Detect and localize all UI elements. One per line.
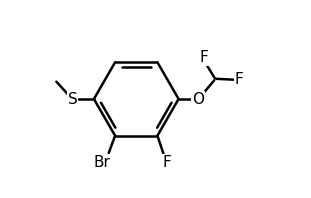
Text: S: S — [68, 91, 78, 107]
Text: F: F — [199, 50, 208, 65]
Text: Br: Br — [94, 155, 111, 170]
Text: F: F — [235, 72, 244, 87]
Text: F: F — [163, 155, 171, 170]
Text: O: O — [192, 91, 204, 107]
